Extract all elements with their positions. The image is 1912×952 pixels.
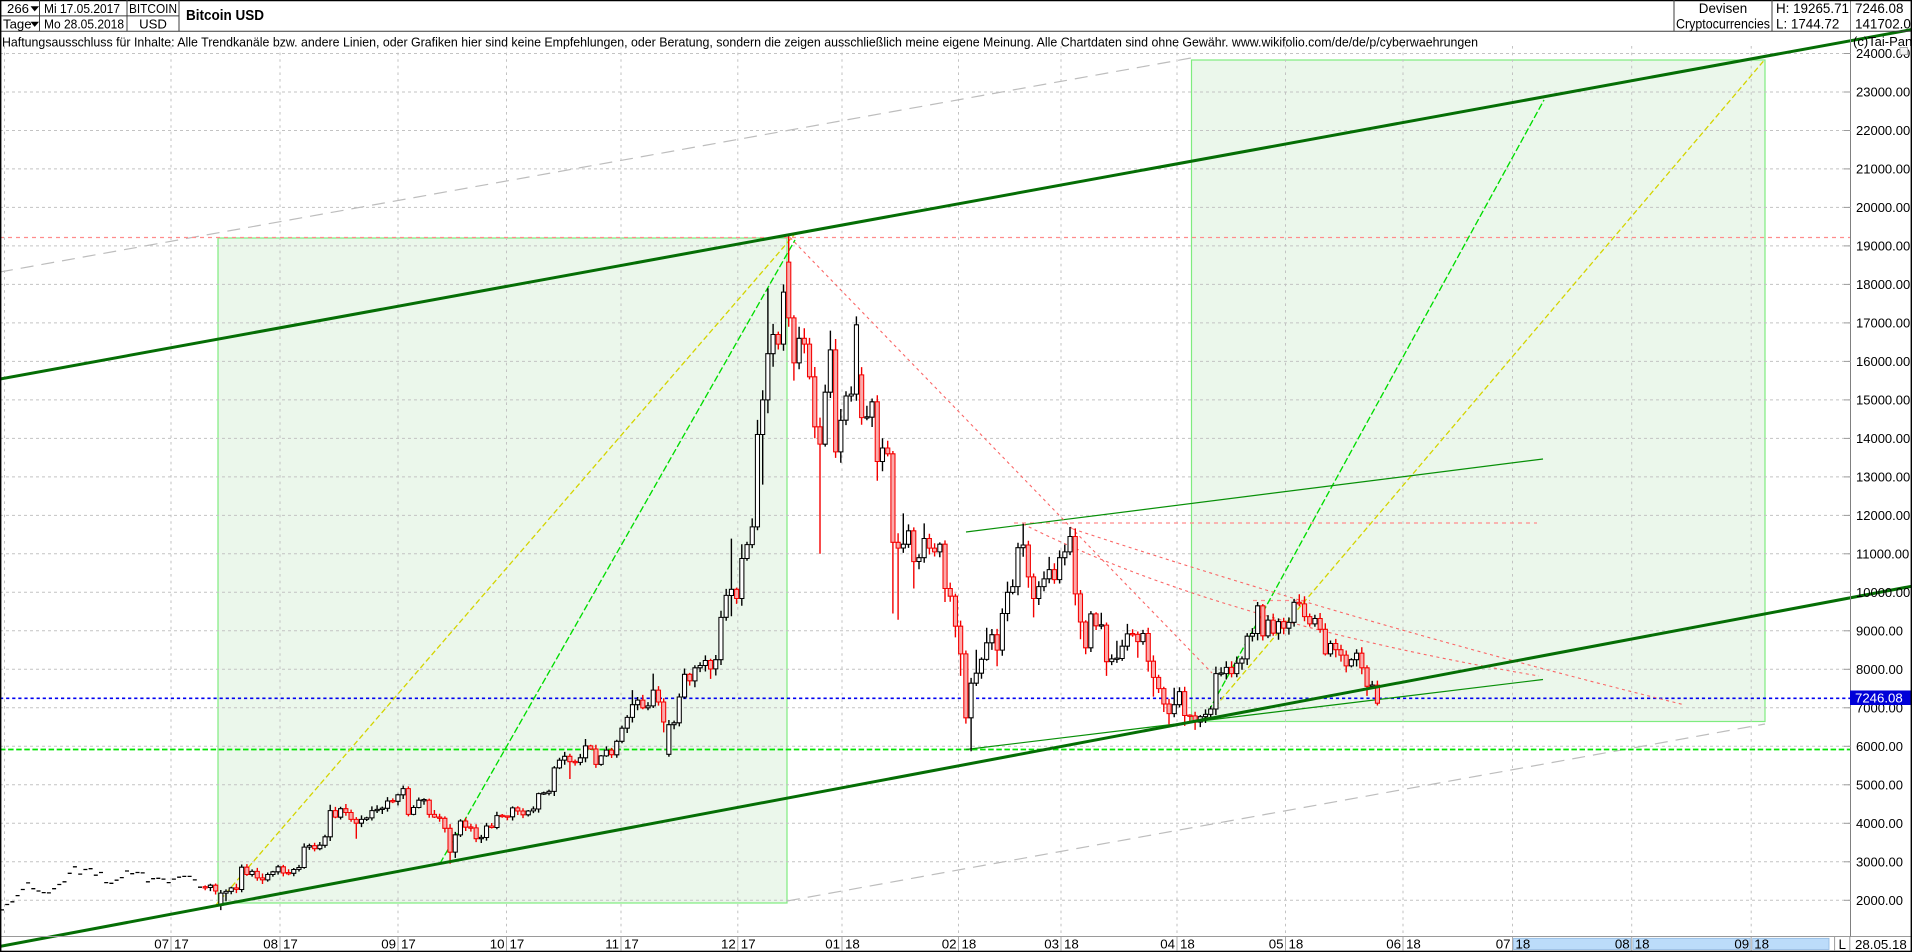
svg-text:05: 05 [1269, 937, 1284, 952]
svg-text:17000.00: 17000.00 [1856, 315, 1910, 330]
svg-text:06: 06 [1386, 937, 1401, 952]
svg-text:(c)Tai-Pan: (c)Tai-Pan [1853, 34, 1912, 49]
svg-text:08: 08 [1615, 937, 1630, 952]
svg-text:2000.00: 2000.00 [1856, 893, 1903, 908]
svg-text:11000.00: 11000.00 [1856, 546, 1909, 561]
svg-text:17: 17 [283, 937, 298, 952]
svg-text:6000.00: 6000.00 [1856, 739, 1903, 754]
svg-text:07: 07 [154, 937, 169, 952]
svg-text:L: 1744.72: L: 1744.72 [1776, 17, 1839, 32]
svg-text:18: 18 [1180, 937, 1195, 952]
svg-text:28.05.18: 28.05.18 [1855, 937, 1907, 952]
svg-text:13000.00: 13000.00 [1856, 469, 1910, 484]
svg-text:07: 07 [1496, 937, 1511, 952]
svg-text:02: 02 [942, 937, 957, 952]
svg-text:17: 17 [741, 937, 756, 952]
svg-text:Tage: Tage [3, 17, 32, 32]
svg-text:14000.00: 14000.00 [1856, 431, 1910, 446]
svg-text:18: 18 [1406, 937, 1421, 952]
svg-text:08: 08 [263, 937, 278, 952]
svg-text:8000.00: 8000.00 [1856, 662, 1903, 677]
svg-text:3000.00: 3000.00 [1856, 854, 1903, 869]
svg-text:16000.00: 16000.00 [1856, 354, 1910, 369]
svg-text:20000.00: 20000.00 [1856, 200, 1910, 215]
svg-text:Cryptocurrencies: Cryptocurrencies [1676, 17, 1770, 32]
svg-text:18: 18 [962, 937, 977, 952]
svg-text:18: 18 [1289, 937, 1304, 952]
svg-text:23000.00: 23000.00 [1856, 85, 1910, 100]
svg-text:Bitcoin USD: Bitcoin USD [186, 7, 264, 24]
svg-text:Mi 17.05.2017: Mi 17.05.2017 [44, 1, 120, 16]
svg-text:21000.00: 21000.00 [1856, 161, 1910, 176]
svg-text:141702.0/1: 141702.0/1 [1855, 17, 1912, 32]
svg-text:04: 04 [1160, 937, 1175, 952]
svg-text:Devisen: Devisen [1699, 1, 1747, 16]
svg-text:17: 17 [510, 937, 525, 952]
svg-text:12: 12 [721, 937, 736, 952]
svg-text:18: 18 [845, 937, 860, 952]
svg-text:18: 18 [1516, 937, 1531, 952]
svg-text:Haftungsausschluss für Inhalte: Haftungsausschluss für Inhalte: Alle Tre… [2, 35, 1478, 50]
svg-text:17: 17 [624, 937, 639, 952]
svg-text:5000.00: 5000.00 [1856, 777, 1903, 792]
svg-text:10000.00: 10000.00 [1856, 585, 1910, 600]
svg-text:L: L [1839, 937, 1847, 952]
svg-text:7246.08: 7246.08 [1855, 1, 1903, 16]
svg-text:H: 19265.71: H: 19265.71 [1776, 1, 1849, 16]
svg-text:USD: USD [139, 17, 167, 32]
svg-text:17: 17 [174, 937, 189, 952]
svg-text:18: 18 [1754, 937, 1769, 952]
svg-text:09: 09 [381, 937, 396, 952]
svg-text:19000.00: 19000.00 [1856, 238, 1910, 253]
svg-text:17: 17 [401, 937, 416, 952]
svg-text:BITCOIN: BITCOIN [129, 1, 177, 16]
svg-text:24000.00: 24000.00 [1856, 46, 1910, 61]
svg-text:7246.08: 7246.08 [1855, 691, 1903, 706]
svg-text:11: 11 [605, 937, 619, 952]
svg-text:22000.00: 22000.00 [1856, 123, 1910, 138]
svg-text:9000.00: 9000.00 [1856, 623, 1903, 638]
svg-text:18: 18 [1635, 937, 1650, 952]
svg-text:18: 18 [1064, 937, 1079, 952]
svg-text:4000.00: 4000.00 [1856, 816, 1903, 831]
svg-text:18000.00: 18000.00 [1856, 277, 1910, 292]
svg-text:12000.00: 12000.00 [1856, 508, 1910, 523]
svg-text:Mo 28.05.2018: Mo 28.05.2018 [44, 17, 124, 32]
svg-text:10: 10 [490, 937, 505, 952]
svg-text:01: 01 [825, 937, 840, 952]
svg-text:266: 266 [7, 1, 29, 16]
svg-text:03: 03 [1044, 937, 1059, 952]
svg-text:15000.00: 15000.00 [1856, 392, 1910, 407]
svg-text:09: 09 [1734, 937, 1749, 952]
